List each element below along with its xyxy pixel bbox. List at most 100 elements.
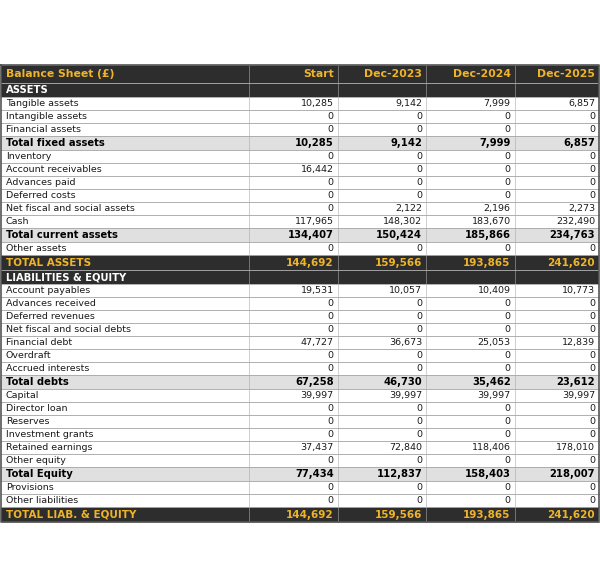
Text: Net fiscal and social debts: Net fiscal and social debts <box>6 325 131 334</box>
Text: 2,122: 2,122 <box>395 204 422 213</box>
Text: 159,566: 159,566 <box>375 510 422 519</box>
Text: Total current assets: Total current assets <box>6 230 118 240</box>
Text: 0: 0 <box>505 496 511 505</box>
Text: 0: 0 <box>589 456 595 465</box>
Bar <box>1 494 599 507</box>
Text: Account receivables: Account receivables <box>6 165 102 174</box>
Text: Tangible assets: Tangible assets <box>6 99 79 108</box>
Text: 10,285: 10,285 <box>301 99 334 108</box>
Text: 72,840: 72,840 <box>389 443 422 452</box>
Bar <box>1 428 599 441</box>
Text: Retained earnings: Retained earnings <box>6 443 92 452</box>
Bar <box>1 97 599 110</box>
Bar <box>1 284 599 297</box>
Text: 0: 0 <box>589 152 595 161</box>
Text: Accrued interests: Accrued interests <box>6 364 89 373</box>
Text: 0: 0 <box>505 325 511 334</box>
Text: 183,670: 183,670 <box>472 217 511 226</box>
Text: 0: 0 <box>589 483 595 492</box>
Text: 0: 0 <box>416 483 422 492</box>
Text: 0: 0 <box>416 312 422 321</box>
Text: 0: 0 <box>505 112 511 121</box>
Text: ASSETS: ASSETS <box>6 85 49 95</box>
Text: 37,437: 37,437 <box>301 443 334 452</box>
Text: 10,409: 10,409 <box>478 286 511 295</box>
Text: 6,857: 6,857 <box>568 99 595 108</box>
Text: Start: Start <box>303 69 334 79</box>
Text: Director loan: Director loan <box>6 404 67 413</box>
Bar <box>1 270 599 284</box>
Text: Advances paid: Advances paid <box>6 178 76 187</box>
Text: 150,424: 150,424 <box>376 230 422 240</box>
Text: Advances received: Advances received <box>6 299 96 308</box>
Text: 0: 0 <box>589 244 595 253</box>
Text: LIABILITIES & EQUITY: LIABILITIES & EQUITY <box>6 272 126 282</box>
Bar <box>1 441 599 454</box>
Text: 0: 0 <box>505 125 511 134</box>
Text: 0: 0 <box>589 112 595 121</box>
Text: 0: 0 <box>416 325 422 334</box>
Text: 144,692: 144,692 <box>286 510 334 519</box>
Bar <box>1 349 599 362</box>
Text: 185,866: 185,866 <box>464 230 511 240</box>
Text: 0: 0 <box>416 191 422 200</box>
Text: 0: 0 <box>505 351 511 360</box>
Text: 218,007: 218,007 <box>550 469 595 479</box>
Text: 0: 0 <box>589 404 595 413</box>
Text: Total fixed assets: Total fixed assets <box>6 138 105 148</box>
Text: 112,837: 112,837 <box>376 469 422 479</box>
Text: Intangible assets: Intangible assets <box>6 112 87 121</box>
Text: 0: 0 <box>416 299 422 308</box>
Text: 0: 0 <box>416 152 422 161</box>
Text: 232,490: 232,490 <box>556 217 595 226</box>
Text: TOTAL ASSETS: TOTAL ASSETS <box>6 258 91 268</box>
Bar <box>1 467 599 481</box>
Bar <box>1 136 599 150</box>
Bar <box>1 228 599 242</box>
Text: 0: 0 <box>416 430 422 439</box>
Text: Inventory: Inventory <box>6 152 52 161</box>
Text: 39,997: 39,997 <box>562 391 595 400</box>
Text: Account payables: Account payables <box>6 286 90 295</box>
Text: 0: 0 <box>416 112 422 121</box>
Text: 0: 0 <box>589 312 595 321</box>
Text: 46,730: 46,730 <box>383 377 422 387</box>
Text: 0: 0 <box>416 178 422 187</box>
Bar <box>1 189 599 202</box>
Text: 0: 0 <box>505 178 511 187</box>
Text: 36,673: 36,673 <box>389 338 422 347</box>
Text: 0: 0 <box>589 351 595 360</box>
Bar <box>1 402 599 415</box>
Text: 0: 0 <box>589 125 595 134</box>
Text: Cash: Cash <box>6 217 29 226</box>
Text: 0: 0 <box>328 244 334 253</box>
Text: 0: 0 <box>505 191 511 200</box>
Text: 0: 0 <box>328 483 334 492</box>
Text: 0: 0 <box>328 417 334 426</box>
Text: 148,302: 148,302 <box>383 217 422 226</box>
Text: 10,773: 10,773 <box>562 286 595 295</box>
Text: 0: 0 <box>328 456 334 465</box>
Text: 0: 0 <box>505 483 511 492</box>
Text: 47,727: 47,727 <box>301 338 334 347</box>
Text: 0: 0 <box>416 165 422 174</box>
Bar <box>1 255 599 270</box>
Text: 0: 0 <box>416 496 422 505</box>
Text: Financial debt: Financial debt <box>6 338 72 347</box>
Bar <box>1 297 599 310</box>
Text: 0: 0 <box>328 191 334 200</box>
Text: Other assets: Other assets <box>6 244 67 253</box>
Text: 7,999: 7,999 <box>484 99 511 108</box>
Text: 0: 0 <box>328 430 334 439</box>
Text: 0: 0 <box>416 417 422 426</box>
Text: 6,857: 6,857 <box>563 138 595 148</box>
Text: 241,620: 241,620 <box>547 510 595 519</box>
Text: 0: 0 <box>416 404 422 413</box>
Text: 9,142: 9,142 <box>391 138 422 148</box>
Text: 0: 0 <box>589 191 595 200</box>
Bar <box>1 336 599 349</box>
Text: 234,763: 234,763 <box>550 230 595 240</box>
Bar <box>1 375 599 389</box>
Text: 9,142: 9,142 <box>395 99 422 108</box>
Text: 0: 0 <box>589 178 595 187</box>
